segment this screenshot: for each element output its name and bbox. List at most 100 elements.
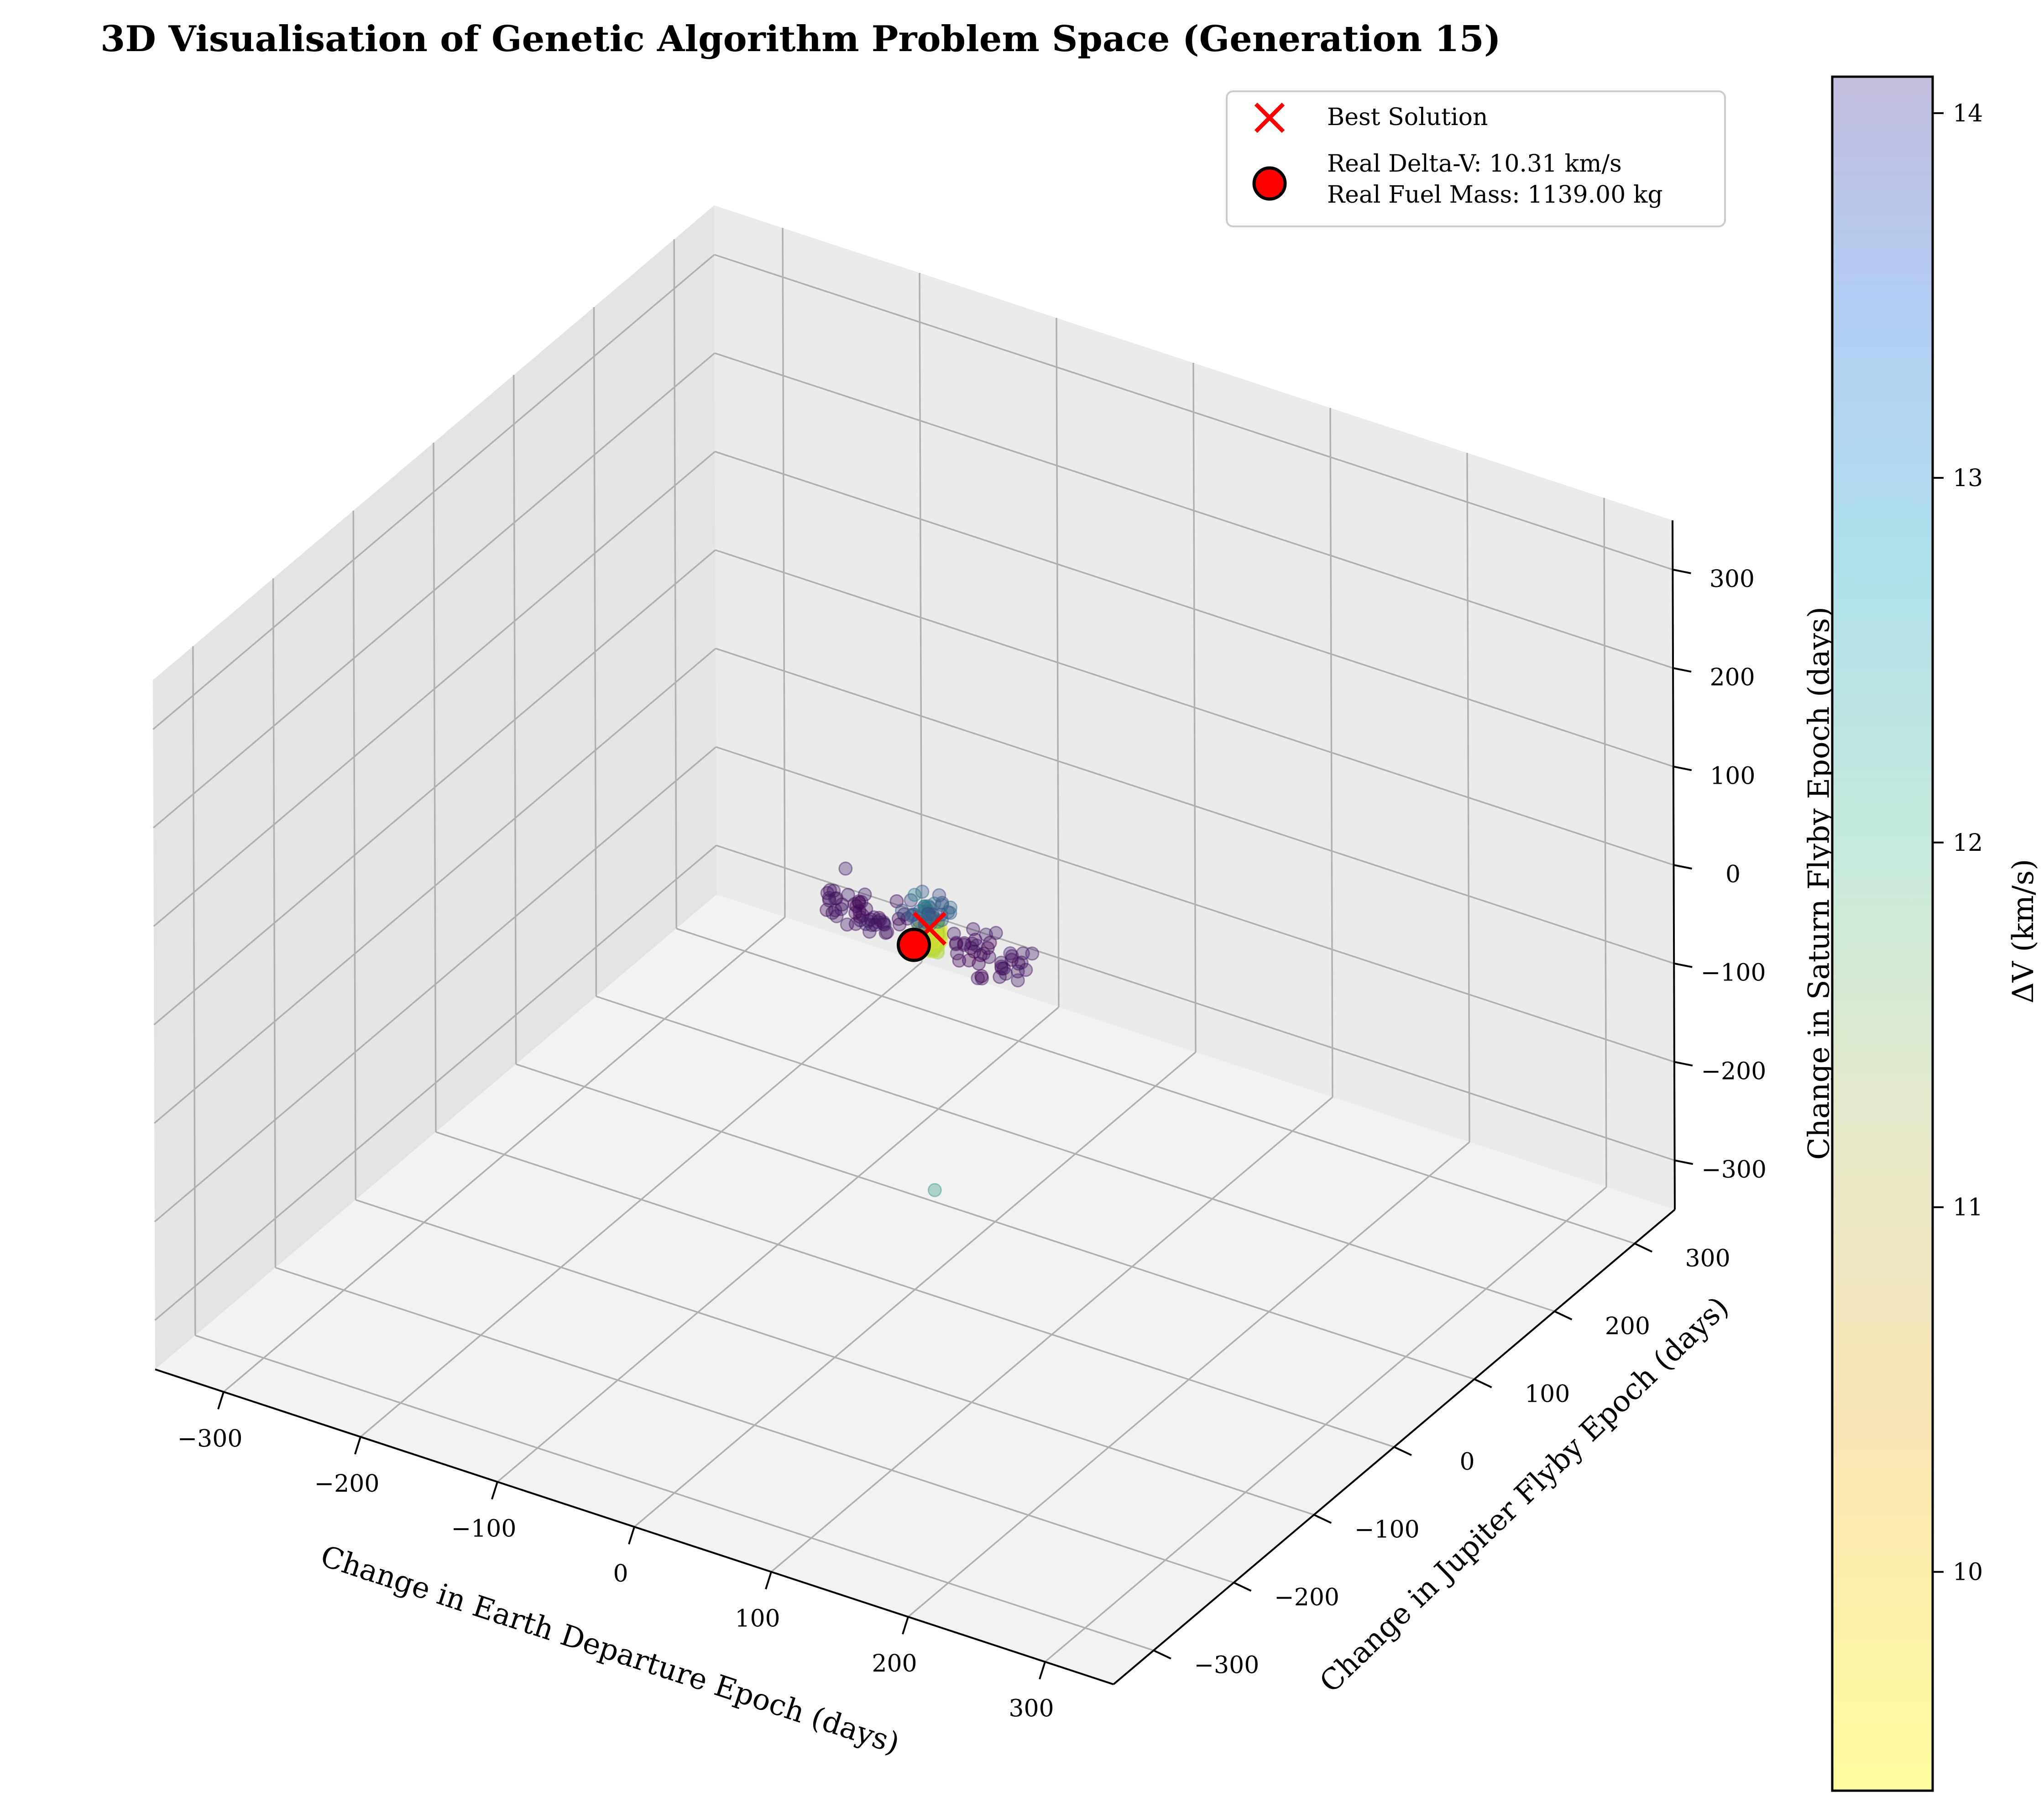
population-point (927, 896, 941, 911)
grid-line-y (676, 928, 1635, 1244)
grid-line-z (715, 549, 1674, 866)
population-point (840, 917, 854, 932)
population-point (957, 936, 972, 950)
population-point (907, 887, 922, 902)
population-point (924, 910, 938, 925)
population-point (1010, 973, 1025, 988)
population-point (925, 909, 939, 924)
grid-line-y (593, 307, 597, 996)
x-tick (217, 1391, 225, 1410)
population-point (932, 888, 946, 902)
grid-line-y (516, 1063, 1475, 1380)
population-point (864, 917, 879, 932)
population-point (880, 925, 894, 939)
population-point (976, 946, 991, 961)
population-point (878, 926, 893, 940)
x-tick-label: −200 (314, 1470, 380, 1498)
population-point (868, 917, 883, 932)
population-point (871, 915, 885, 929)
x-tick (491, 1481, 498, 1500)
y-tick-label: 300 (1685, 1245, 1730, 1272)
y-tick (1554, 1310, 1573, 1321)
x-tick-label: 200 (872, 1650, 917, 1677)
grid-line-x (770, 1096, 1333, 1572)
z-tick (1674, 1061, 1693, 1067)
population-point (852, 894, 866, 909)
x-tick-label: 100 (735, 1605, 780, 1633)
grid-line-z (715, 451, 1674, 767)
z-tick-label: 100 (1710, 762, 1755, 790)
z-tick (1673, 765, 1692, 771)
grid-line-y (435, 1131, 1395, 1448)
population-point (935, 896, 949, 910)
population-point (858, 917, 873, 931)
population-point (921, 899, 936, 913)
z-tick-label: 200 (1709, 664, 1755, 692)
z-tick-label: 300 (1709, 566, 1755, 593)
population-point (878, 917, 892, 932)
population-point (1004, 953, 1019, 967)
colorbar-gradient (1831, 75, 1934, 1792)
z-tick-label: −100 (1701, 959, 1766, 987)
population-point (998, 966, 1013, 981)
population-point (1011, 956, 1026, 971)
population-point (931, 943, 945, 958)
population-point (904, 893, 918, 907)
grid-lines (152, 228, 1675, 1663)
grid-line-y (596, 996, 1555, 1312)
legend-real-circle-icon (1252, 166, 1287, 201)
population-point (848, 917, 863, 931)
population-point (829, 909, 844, 923)
grid-line-z (153, 549, 716, 1026)
population-point (852, 896, 867, 910)
y-tick-label: 0 (1459, 1448, 1474, 1476)
y-tick-label: −200 (1274, 1584, 1339, 1611)
population-point (994, 959, 1009, 974)
population-point (912, 914, 926, 928)
population-point (931, 945, 945, 960)
z-tick (1673, 864, 1692, 870)
population-point (967, 944, 982, 959)
population-point (921, 907, 936, 921)
x-tick (1039, 1661, 1046, 1680)
population-point (988, 926, 1003, 940)
population-point (841, 887, 855, 902)
z-tick (1672, 568, 1691, 574)
y-tick-label: 100 (1525, 1380, 1570, 1408)
population-point (997, 961, 1011, 976)
population-point (943, 900, 958, 915)
population-point (876, 915, 891, 929)
population-point (917, 899, 932, 913)
y-tick (1233, 1582, 1252, 1592)
population-point (872, 911, 886, 925)
population-point (965, 936, 979, 951)
chart-title: 3D Visualisation of Genetic Algorithm Pr… (100, 18, 1501, 60)
population-point (994, 961, 1009, 976)
population-point (820, 903, 834, 917)
tick-labels: −300 −300 −300 −200 −200 −200 −100 −100 −100 0 0 0 1… (178, 566, 1767, 1723)
colorbar-tick-label: 14 (1953, 100, 1983, 127)
population-point (829, 891, 844, 906)
x-tick (765, 1571, 772, 1590)
z-tick-label: 0 (1725, 861, 1741, 888)
population-point (825, 906, 840, 920)
population-point (982, 950, 997, 964)
population-point (897, 907, 911, 922)
grid-line-z (152, 254, 715, 730)
population-point (920, 910, 935, 924)
population-point (974, 969, 989, 983)
x-tick-label: 300 (1009, 1695, 1054, 1723)
y-tick-label: 200 (1605, 1313, 1650, 1340)
colorbar-label: ΔV (km/s) (2007, 859, 2040, 1004)
population-point (852, 904, 867, 918)
population-point (848, 906, 863, 920)
x-tick-label: 0 (613, 1560, 628, 1588)
y-tick (1474, 1378, 1492, 1389)
population-point (964, 941, 978, 955)
population-point (822, 893, 836, 908)
x-tick (628, 1526, 635, 1545)
population-point (895, 903, 909, 918)
population-point (1005, 949, 1019, 964)
colorbar: 10 11 12 13 14 ΔV (km/s) (1831, 75, 2040, 1792)
y-tick (1634, 1242, 1652, 1253)
